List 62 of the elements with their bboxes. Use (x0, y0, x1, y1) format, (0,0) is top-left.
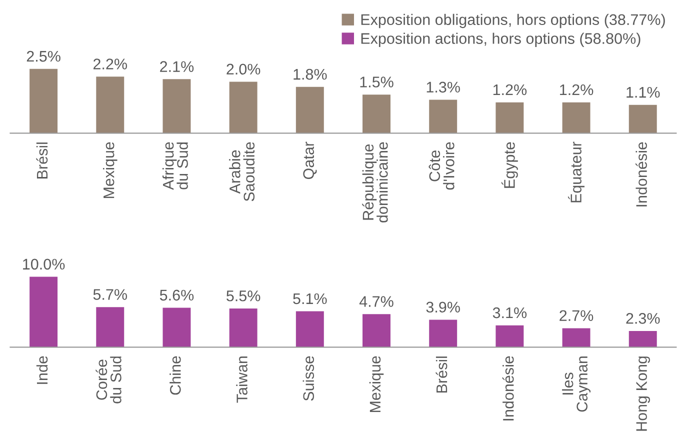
x-tick-label: République dominicaine (362, 142, 388, 222)
x-tick-label: Taiwan (236, 356, 248, 403)
data-label: 3.1% (492, 307, 527, 318)
data-label: 10.0% (23, 258, 65, 270)
bar (162, 79, 191, 134)
bar (296, 311, 324, 348)
data-label: 2.7% (560, 310, 594, 321)
data-label: 5.7% (93, 289, 127, 300)
x-tick-label: Brésil (436, 356, 448, 392)
data-label: 2.1% (160, 61, 194, 72)
bar (30, 68, 58, 134)
bar (496, 102, 524, 134)
x-tick-label: Iles Cayman (562, 356, 591, 412)
data-label: 5.6% (160, 290, 194, 301)
x-tick-label: Mexique (369, 356, 384, 412)
bar (628, 104, 657, 134)
data-label: 4.7% (359, 296, 394, 307)
x-tick-label: Afrique du Sud (162, 142, 188, 190)
bar (30, 276, 58, 348)
bar (229, 308, 258, 348)
x-tick-label: Brésil (36, 142, 48, 178)
bar (96, 307, 124, 348)
x-tick-label: Équateur (568, 142, 584, 202)
x-tick-label: Arabie Saoudite (229, 142, 255, 202)
bar (96, 76, 124, 134)
x-tick-label: Égypte (501, 142, 518, 188)
x-tick-label: Côte d'Ivoire (428, 142, 454, 190)
data-label: 1.3% (426, 82, 460, 93)
bar (562, 328, 590, 348)
x-tick-label: Qatar (303, 142, 317, 180)
x-tick-label: Inde (36, 356, 48, 384)
bar (429, 320, 458, 348)
legend-label: Exposition obligations, hors options (38.77%) (361, 14, 665, 28)
data-label: 2.2% (93, 58, 127, 70)
x-tick-label: Corée du Sud (96, 356, 122, 404)
bar (562, 102, 590, 134)
legend-label: Exposition actions, hors options (58.80%) (361, 32, 640, 47)
data-label: 1.1% (626, 86, 660, 98)
data-label: 1.2% (560, 84, 594, 96)
bar (362, 314, 390, 348)
bar (429, 100, 458, 134)
x-tick-label: Mexique (103, 142, 118, 198)
bar (496, 325, 524, 348)
data-label: 2.5% (26, 50, 60, 62)
data-label: 2.3% (626, 313, 660, 324)
x-tick-label: Indonésie (636, 142, 647, 206)
data-label: 1.8% (294, 68, 327, 80)
bar (162, 308, 191, 348)
data-label: 5.1% (293, 293, 327, 304)
bar (296, 86, 324, 134)
x-tick-label: Hong Kong (636, 356, 650, 431)
x-tick-label: Suisse (302, 356, 314, 401)
bar (628, 331, 657, 348)
data-label: 2.0% (226, 64, 260, 75)
bar (362, 94, 390, 134)
x-tick-label: Chine (170, 356, 181, 395)
bar (229, 82, 258, 134)
data-label: 5.5% (226, 290, 260, 302)
x-tick-label: Indonésie (502, 356, 514, 420)
data-label: 1.5% (360, 76, 394, 88)
data-label: 3.9% (426, 302, 460, 313)
data-label: 1.2% (493, 84, 527, 96)
